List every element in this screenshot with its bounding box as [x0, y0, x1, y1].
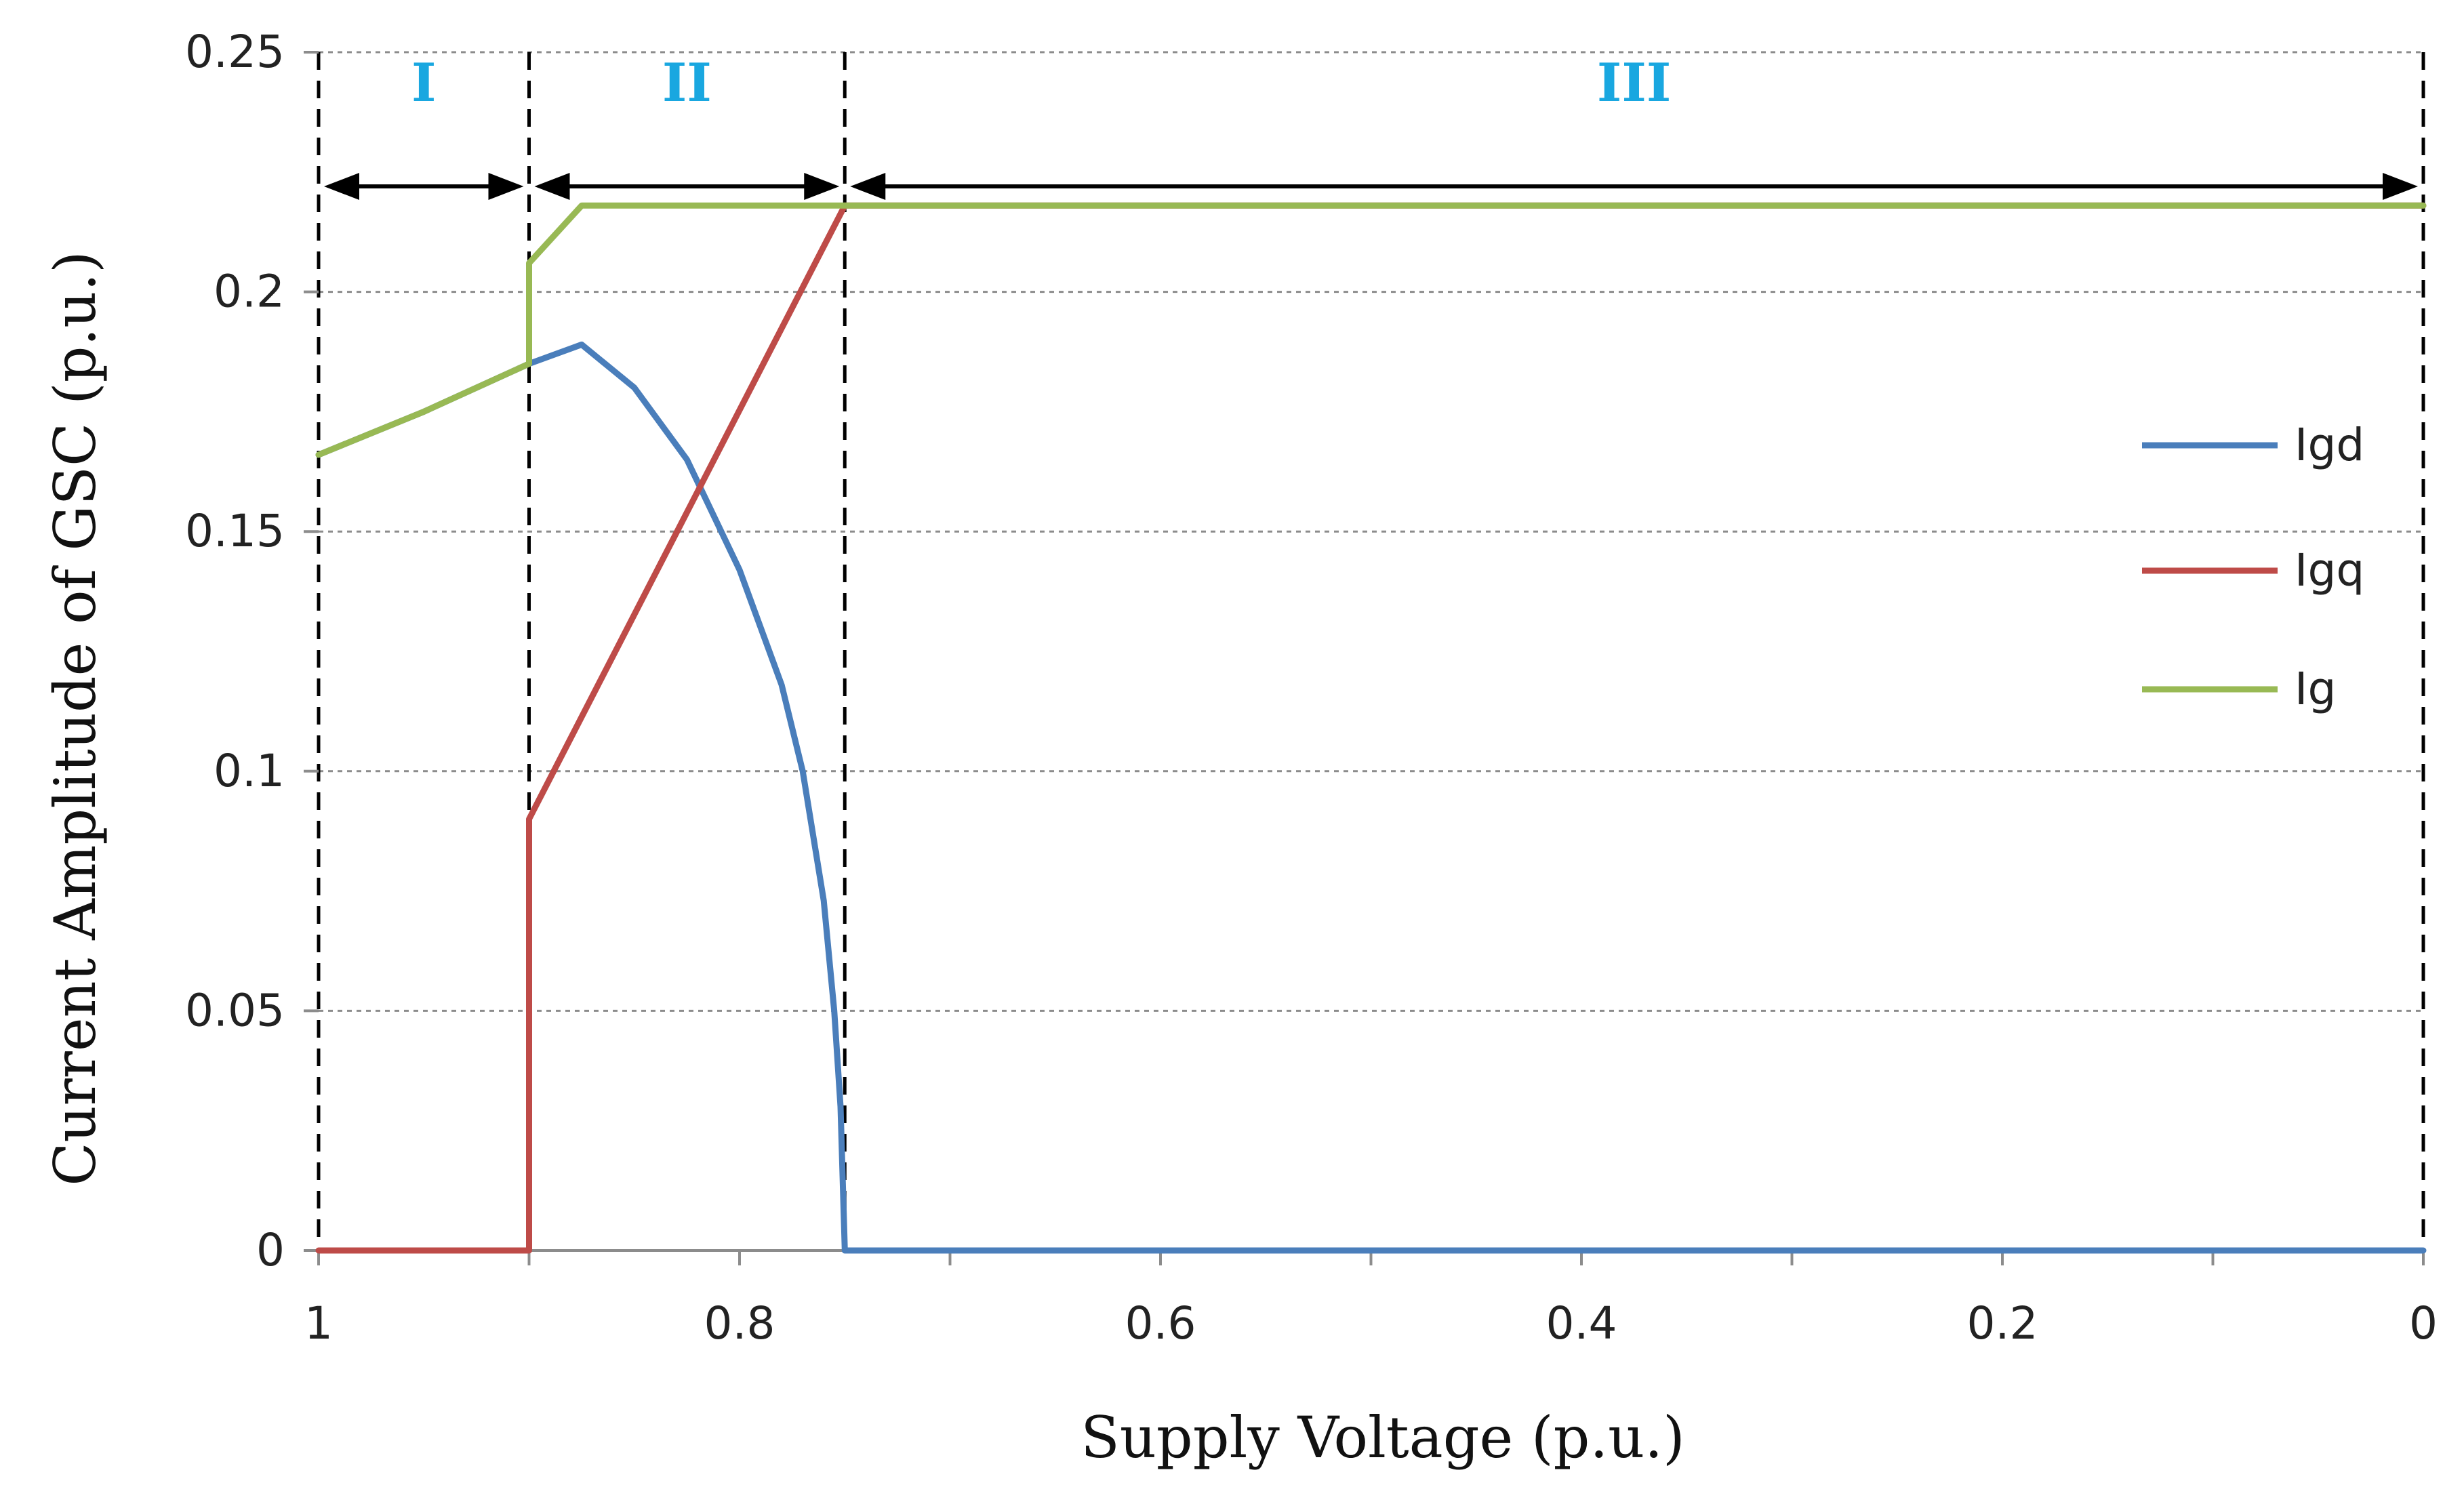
region-arrowhead-left-1 — [534, 173, 570, 201]
y-tick-label-2: 0.1 — [214, 745, 285, 797]
legend-label-igd: Igd — [2295, 419, 2364, 471]
series-line-ig — [315, 202, 2427, 458]
y-tick-label-5: 0.25 — [185, 26, 285, 78]
y-tick-label-0: 0 — [256, 1224, 285, 1276]
region-arrowhead-left-2 — [850, 173, 886, 201]
region-arrowhead-left-0 — [324, 173, 359, 201]
region-arrowhead-right-2 — [2383, 173, 2418, 201]
region-arrowhead-right-1 — [804, 173, 840, 201]
region-label-2: III — [1597, 52, 1671, 114]
region-annotations: I II III — [324, 52, 2418, 201]
x-tick-label-5: 0 — [2409, 1297, 2438, 1349]
series-lines — [315, 202, 2427, 1254]
region-boundaries — [317, 52, 2425, 1250]
x-tick-label-4: 0.2 — [1967, 1297, 2038, 1349]
x-tick-label-1: 0.8 — [704, 1297, 775, 1349]
series-line-igq — [315, 202, 2427, 1254]
y-tick-label-4: 0.2 — [214, 266, 285, 318]
y-axis-title: Current Amplitude of GSC (p.u.) — [42, 251, 108, 1186]
x-tick-label-0: 1 — [304, 1297, 333, 1349]
legend-label-ig: Ig — [2295, 663, 2336, 715]
region-label-0: I — [411, 52, 437, 114]
region-label-1: II — [662, 52, 712, 114]
y-tick-label-1: 0.05 — [185, 984, 285, 1036]
grid-lines — [319, 51, 2423, 1012]
legend: Igd Igq Ig — [2142, 419, 2364, 715]
axes — [304, 51, 2425, 1265]
series-line-igd — [315, 341, 2427, 1254]
legend-label-igq: Igq — [2295, 544, 2364, 596]
y-tick-label-3: 0.15 — [185, 505, 285, 557]
x-tick-label-2: 0.6 — [1125, 1297, 1196, 1349]
x-tick-label-3: 0.4 — [1546, 1297, 1617, 1349]
x-axis-title: Supply Voltage (p.u.) — [1080, 1404, 1684, 1471]
region-arrowhead-right-0 — [488, 173, 524, 201]
tick-labels: 0 0.05 0.1 0.15 0.2 0.25 1 0.8 0.6 0.4 0.2 0 — [185, 26, 2438, 1349]
